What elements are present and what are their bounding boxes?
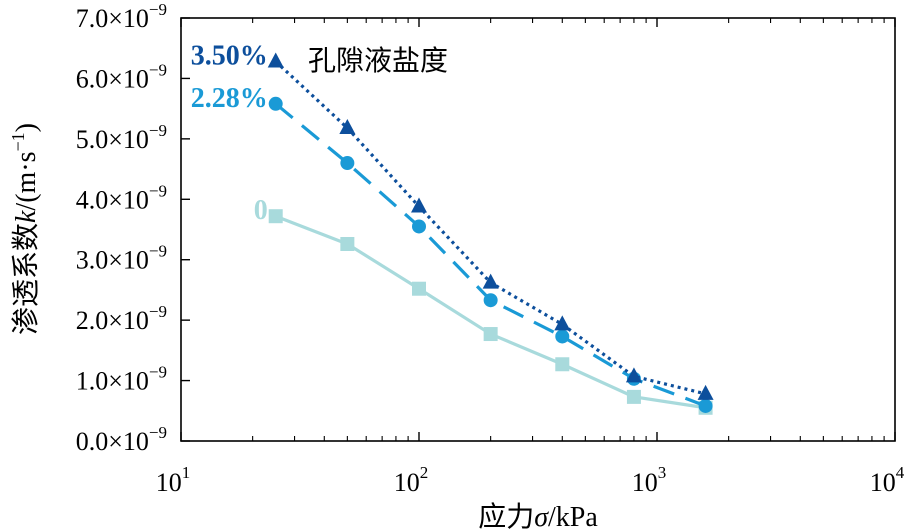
x-tick-label-exponent: 3 [658, 463, 667, 482]
data-point [412, 281, 426, 296]
x-axis-title-unit: /kPa [548, 502, 598, 532]
y-axis-title-unit: /(m·s [11, 151, 42, 210]
y-axis: 0.0×10−91.0×10−92.0×10−93.0×10−94.0×10−9… [76, 0, 190, 456]
labels-layer: 0 2.28% 3.50% [191, 41, 268, 227]
data-point [698, 398, 713, 413]
x-tick-label-exponent: 4 [896, 463, 905, 482]
x-tick-label-base: 10 [632, 468, 658, 497]
y-tick-label-exponent: −9 [149, 242, 167, 261]
y-tick-label: 7.0×10−9 [76, 0, 167, 33]
y-tick-label: 4.0×10−9 [76, 181, 167, 214]
data-point [268, 96, 283, 111]
y-tick-label-mantissa: 1.0×10 [76, 367, 149, 396]
series-line [275, 214, 706, 410]
x-tick-label: 102 [394, 463, 429, 497]
y-axis-title: 渗透系数k/(m·s−1) [8, 123, 42, 335]
y-tick-label-exponent: −9 [149, 302, 167, 321]
series-label: 2.28% [191, 83, 268, 114]
data-point [555, 329, 570, 344]
y-tick-label-exponent: −9 [149, 423, 167, 442]
data-point [626, 389, 641, 404]
data-point [554, 315, 571, 331]
x-tick-label-base: 10 [156, 468, 182, 497]
y-tick-label-exponent: −9 [149, 363, 167, 382]
y-tick-label: 2.0×10−9 [76, 302, 167, 335]
plot-frame [180, 17, 896, 442]
x-tick-label: 103 [632, 463, 667, 497]
x-axis-title: 应力σ/kPa [478, 500, 598, 532]
x-tick-label: 101 [156, 463, 191, 497]
x-tick-label-base: 10 [870, 468, 896, 497]
series-1 [268, 96, 713, 413]
y-axis-title-prefix: 渗透系数 [9, 223, 42, 335]
data-point [483, 293, 498, 308]
data-point [483, 327, 498, 342]
y-tick-label-mantissa: 7.0×10 [76, 4, 149, 33]
x-tick-label-exponent: 1 [182, 463, 191, 482]
series-line [274, 102, 707, 408]
data-point [697, 384, 714, 400]
series-layer [267, 52, 714, 415]
y-tick-label-mantissa: 0.0×10 [76, 427, 149, 456]
y-tick-label-exponent: −9 [149, 0, 167, 19]
x-tick-label-base: 10 [394, 468, 420, 497]
data-point [268, 209, 283, 224]
y-tick-label: 1.0×10−9 [76, 363, 167, 396]
x-axis: 101 102 103 104 [156, 18, 905, 497]
data-point [340, 156, 355, 171]
data-point [412, 219, 426, 234]
y-tick-label: 3.0×10−9 [76, 242, 167, 275]
series-2 [267, 52, 714, 400]
y-axis-title-unit-close: ) [11, 123, 42, 132]
data-point [267, 52, 284, 68]
series-line [274, 60, 706, 396]
y-tick-label: 0.0×10−9 [76, 423, 167, 456]
series-label: 0 [254, 195, 268, 226]
data-point [340, 237, 355, 252]
x-axis-title-symbol: σ [534, 502, 549, 532]
y-tick-label-exponent: −9 [149, 121, 167, 140]
y-tick-label-exponent: −9 [149, 181, 167, 200]
data-point [339, 118, 356, 134]
data-point [411, 197, 427, 213]
legend-title: 孔隙液盐度 [308, 44, 448, 77]
y-tick-label: 5.0×10−9 [76, 121, 167, 154]
x-axis-title-prefix: 应力 [478, 500, 534, 532]
y-tick-label-mantissa: 4.0×10 [76, 185, 149, 214]
y-tick-label-mantissa: 2.0×10 [76, 306, 149, 335]
series-0 [268, 209, 713, 415]
y-axis-title-symbol: k [11, 210, 42, 223]
y-tick-label-exponent: −9 [149, 60, 167, 79]
y-tick-label-mantissa: 5.0×10 [76, 125, 149, 154]
y-tick-label: 6.0×10−9 [76, 60, 167, 93]
data-point [482, 273, 499, 289]
data-point [625, 367, 642, 383]
y-tick-label-mantissa: 3.0×10 [76, 246, 149, 275]
series-label: 3.50% [191, 41, 268, 72]
x-tick-label: 104 [870, 463, 905, 497]
y-axis-title-unit-exp: −1 [8, 132, 28, 151]
y-tick-label-mantissa: 6.0×10 [76, 64, 149, 93]
x-tick-label-exponent: 2 [420, 463, 429, 482]
data-point [555, 357, 570, 372]
